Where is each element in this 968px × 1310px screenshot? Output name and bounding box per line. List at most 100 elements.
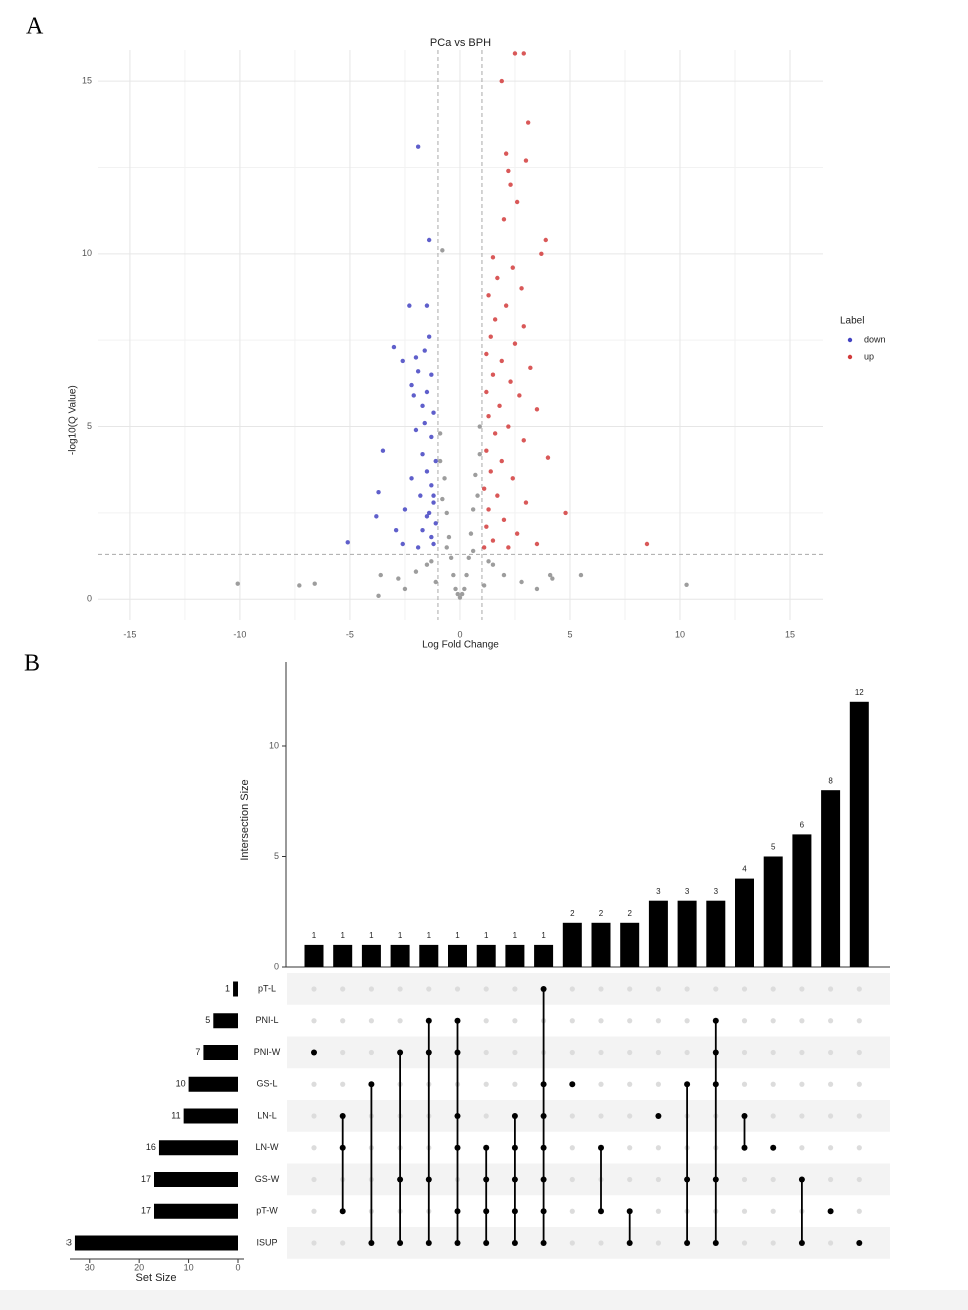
bar [361,944,381,967]
value-label: 1 [513,931,518,940]
point [420,527,425,533]
empty-dot [856,1176,862,1183]
point [424,469,430,474]
member-dot [511,1240,518,1246]
bar [419,944,439,967]
x-tick-label: 0 [457,629,462,639]
empty-dot [598,986,604,992]
point [378,572,383,578]
empty-dot [569,1240,575,1246]
empty-dot [655,1145,662,1151]
value-label: 1 [484,931,489,940]
empty-dot [512,1018,518,1024]
member-dot [483,1240,490,1246]
member-dot [511,1144,518,1151]
member-dot [425,1017,432,1024]
member-dot [339,1208,346,1215]
point [521,438,526,443]
x-tick-label: -10 [233,629,246,639]
set-size-bar [213,1013,238,1029]
chart-title: PCa vs BPH [430,37,491,49]
set-size-tick-label: 10 [184,1262,194,1272]
point [499,78,504,84]
point [453,586,458,592]
empty-dot [799,1113,805,1119]
member-dot [454,1017,461,1024]
member-dot [655,1113,662,1119]
set-name: PNI-W [254,1047,281,1057]
point [400,358,405,364]
point [444,510,449,516]
value-label: 8 [828,776,833,785]
value-label: 3 [714,887,719,896]
set-size-label: 5 [205,1015,210,1025]
member-dot [311,1049,317,1056]
point [437,431,443,436]
point [477,424,482,429]
empty-dot [426,986,432,992]
value-label: 1 [455,931,460,940]
point [481,583,487,588]
point [431,493,436,498]
value-label: 1 [427,931,432,940]
x-tick-label: 10 [675,629,685,639]
point [514,531,520,536]
member-dot [540,1240,547,1246]
member-dot [626,1240,633,1246]
empty-dot [569,1145,575,1151]
value-label: 1 [369,931,374,940]
member-dot [511,1176,518,1183]
point [512,51,518,56]
value-label: 3 [656,887,661,896]
bar [390,944,410,967]
point [528,365,533,371]
empty-dot [684,1018,690,1024]
bar [534,944,554,967]
point [484,448,489,453]
empty-dot [483,986,489,992]
point [418,493,423,498]
member-dot [712,1049,719,1056]
set-name: LN-L [257,1110,277,1120]
point [534,407,540,412]
empty-dot [627,1049,633,1056]
row-stripe [287,1227,890,1259]
empty-dot [828,986,834,992]
point [481,545,487,550]
point [402,507,408,512]
empty-dot [627,986,633,992]
y-tick-label: 10 [82,248,92,258]
bar [562,922,582,967]
point [495,275,500,281]
empty-dot [655,1081,662,1087]
point [457,595,463,600]
point [519,286,524,291]
point [429,534,434,540]
member-dot [712,1017,719,1024]
empty-dot [856,1145,862,1151]
point [424,514,430,519]
member-dot [712,1176,719,1183]
x-axis-label: Log Fold Change [422,640,499,651]
set-size-bar [154,1203,238,1219]
point [426,237,432,243]
value-label: 2 [570,909,575,918]
empty-dot [799,1145,805,1151]
empty-dot [655,1049,662,1056]
empty-dot [856,1208,862,1214]
empty-dot [799,986,805,992]
point [510,265,515,270]
member-dot [798,1176,805,1183]
bar [849,701,869,967]
member-dot [540,986,547,992]
empty-dot [770,1208,776,1214]
bar [821,790,841,967]
member-dot [425,1049,432,1056]
member-dot [483,1176,490,1183]
empty-dot [655,1240,662,1246]
point [486,413,491,419]
y-axis-label: -log10(Q Value) [68,385,79,455]
point [475,493,480,498]
point [488,469,493,474]
point [517,393,522,398]
